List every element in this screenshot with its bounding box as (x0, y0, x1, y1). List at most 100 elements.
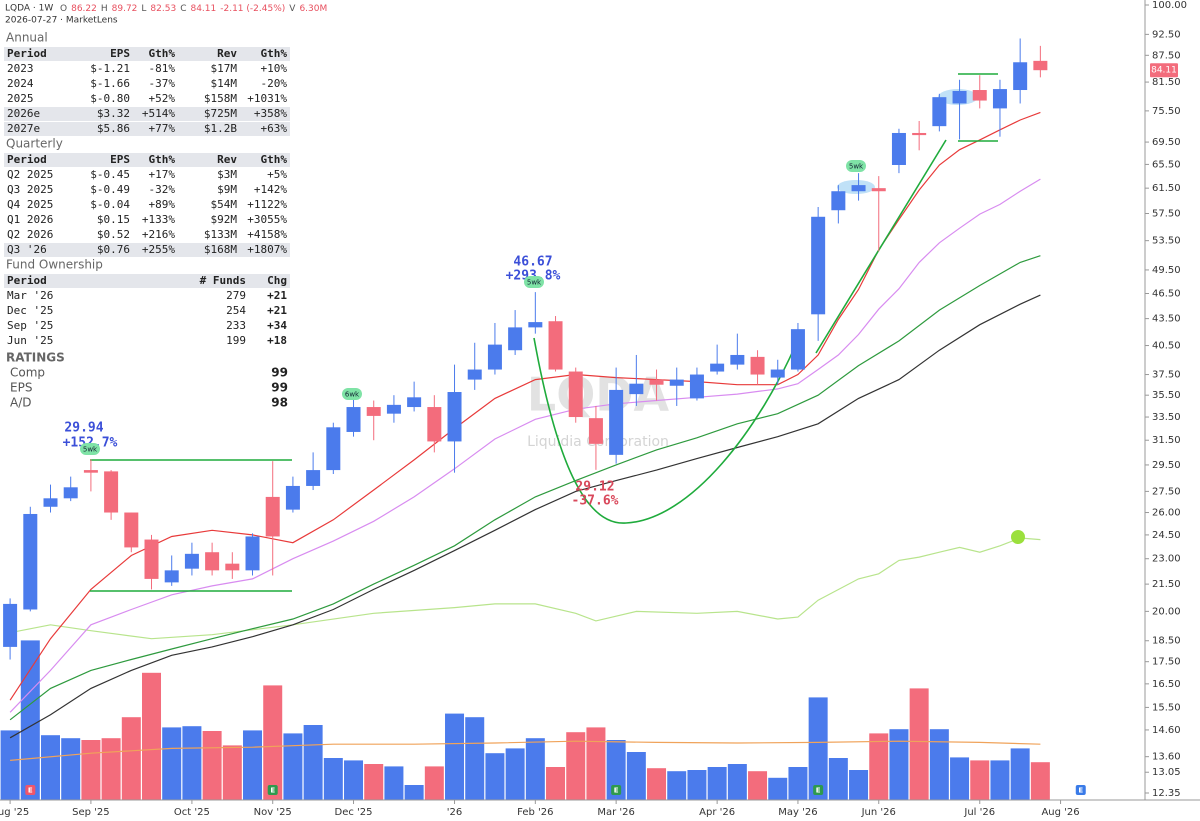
table-header: Period (7, 153, 47, 166)
candles-layer (3, 38, 1048, 660)
table-cell: $-0.80 (90, 92, 130, 105)
table-cell: $3.32 (97, 107, 130, 120)
candle-body (932, 97, 947, 127)
y-tick-label: 15.50 (1152, 702, 1181, 713)
volume-bar (162, 727, 182, 800)
y-tick-label: 26.00 (1152, 508, 1181, 519)
candle-body (972, 90, 987, 101)
table-cell: Mar '26 (7, 289, 53, 302)
table-cell: $725M (204, 107, 237, 120)
x-tick-label: May '26 (778, 807, 817, 818)
candle-body (891, 132, 906, 165)
table-cell: +10% (261, 62, 288, 75)
y-tick-label: 31.50 (1152, 435, 1181, 446)
header-source: 2026-07-27 · MarketLens (5, 16, 118, 26)
table-header: EPS (110, 47, 130, 60)
volume-bar (121, 717, 141, 800)
volume-bar (950, 757, 970, 800)
volume-bar (0, 730, 20, 800)
volume-bar (344, 760, 364, 800)
volume-bar (707, 767, 727, 800)
volume-bar (81, 740, 101, 800)
candle-body (912, 132, 927, 136)
watermark-symbol: LQDA (527, 368, 670, 422)
volume-bar (364, 764, 384, 800)
rating-label: EPS (10, 381, 32, 395)
quote-value: 86.22 (71, 4, 97, 14)
table-cell: Jun '25 (7, 334, 53, 347)
table-row-bg (4, 122, 290, 136)
candle-body (952, 90, 967, 104)
quote-key: L (141, 4, 146, 14)
candle-body (144, 539, 159, 579)
x-tick-label: Aug '25 (0, 807, 29, 818)
quote-key: O (60, 4, 67, 14)
volume-bar (626, 752, 646, 800)
table-header: Rev (217, 47, 237, 60)
volume-bar (283, 733, 303, 800)
earnings-label: E (1078, 787, 1083, 795)
x-tick-label: Feb '26 (517, 807, 553, 818)
quote-value: 82.53 (150, 4, 176, 14)
volume-bar (222, 745, 242, 800)
candle-body (326, 427, 341, 471)
table-row-bg (4, 243, 290, 257)
candle-body (750, 356, 765, 375)
volume-bar (243, 730, 263, 800)
table-header: Gth% (149, 153, 176, 166)
y-tick-label: 81.50 (1152, 77, 1181, 88)
candle-body (871, 188, 886, 192)
table-cell: $1.2B (204, 122, 237, 135)
candle-body (568, 371, 583, 418)
earnings-marker (611, 785, 622, 795)
table-cell: Q3 2025 (7, 183, 53, 196)
x-tick-label: Nov '25 (254, 807, 292, 818)
y-tick-label: 87.50 (1152, 50, 1181, 61)
candle-body (831, 191, 846, 211)
table-cell: 254 (226, 304, 246, 317)
y-tick-label: 61.50 (1152, 183, 1181, 194)
table-cell: Q1 2026 (7, 213, 53, 226)
table-cell: $0.52 (97, 228, 130, 241)
y-tick-label: 43.50 (1152, 314, 1181, 325)
price-label-box (1150, 63, 1178, 78)
y-tick-label: 75.50 (1152, 106, 1181, 117)
table-cell: +358% (254, 107, 287, 120)
candle-body (83, 470, 98, 473)
table-cell: -37% (149, 77, 176, 90)
earnings-marker (25, 785, 36, 795)
candle-body (265, 496, 280, 537)
volume-bar (404, 785, 424, 800)
table-cell: Q4 2025 (7, 198, 53, 211)
table-header: # Funds (200, 274, 246, 287)
volume-bar (909, 688, 929, 800)
moving-average-line (9, 294, 1041, 739)
fundamentals-table: Annual Period EPS Gth% Rev Gth% 2023 $-1.21 -81%… (4, 31, 290, 410)
table-cell: +21 (267, 304, 287, 317)
rating-value: 99 (271, 366, 288, 380)
table-cell: 279 (226, 289, 246, 302)
rating-label: Comp (10, 366, 45, 380)
earnings-label: E (270, 787, 275, 795)
table-cell: $168M (204, 243, 237, 256)
y-tick-label: 20.00 (1152, 606, 1181, 617)
table-cell: $3M (217, 168, 237, 181)
candle-body (790, 329, 805, 370)
volume-bar (748, 771, 768, 800)
price-annotation: -37.6% (572, 494, 619, 509)
table-cell: Q2 2026 (7, 228, 53, 241)
table-header: EPS (110, 153, 130, 166)
table-cell: -32% (149, 183, 176, 196)
volume-bar (808, 697, 828, 800)
y-tick-label: 57.50 (1152, 208, 1181, 219)
candle-body (548, 321, 563, 370)
rating-value: 99 (271, 381, 288, 395)
x-tick-label: Aug '26 (1041, 807, 1079, 818)
table-cell: 2025 (7, 92, 34, 105)
badge: 5wk (83, 446, 98, 454)
y-tick-label: 17.50 (1152, 657, 1181, 668)
volume-bar (445, 713, 465, 800)
table-header: Rev (217, 153, 237, 166)
table-section-title: Annual (6, 31, 48, 45)
